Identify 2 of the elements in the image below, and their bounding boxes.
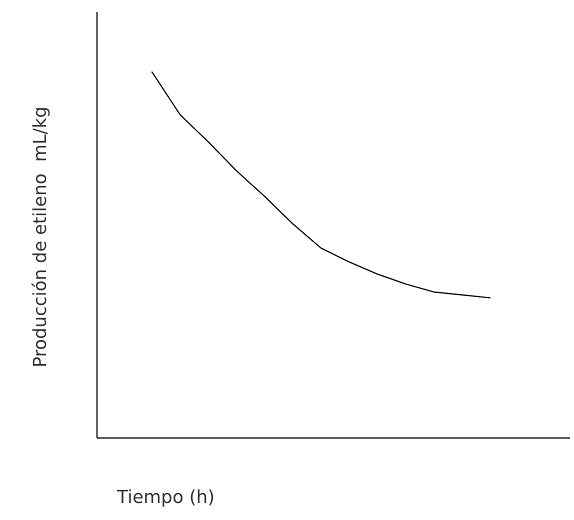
x-axis-title: Tiempo (h) <box>116 487 215 508</box>
y-axis-title: Producción de etileno mL/kg <box>30 106 51 368</box>
